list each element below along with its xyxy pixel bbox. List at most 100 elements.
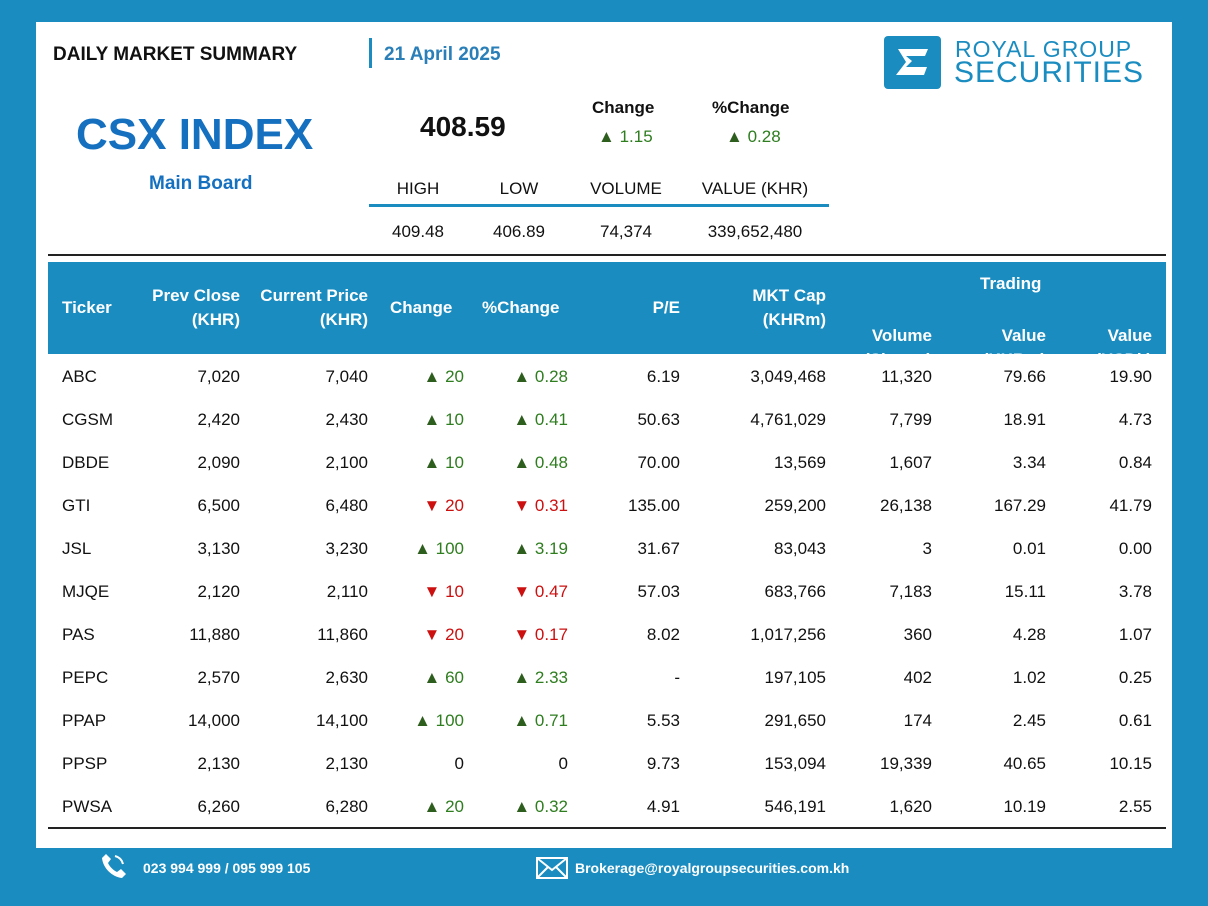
cell-current-price: 2,100 — [325, 453, 368, 472]
col-group-trading: Trading — [980, 274, 1042, 293]
cell-change-value: 20 — [445, 625, 464, 644]
cell-pct-change-value: 0.48 — [534, 453, 568, 472]
col-value-khr-line1: Value — [1001, 326, 1046, 345]
down-arrow-icon: ▼ — [423, 496, 446, 515]
cell-change: ▲ 10 — [424, 453, 464, 473]
cell-current-price: 2,430 — [325, 410, 368, 429]
cell-change-value: 10 — [445, 410, 464, 429]
cell-pct-change-value: 0.17 — [534, 625, 568, 644]
logo-text-securities: SECURITIES — [954, 56, 1145, 89]
cell-volume: 174 — [903, 711, 932, 730]
cell-prev-close: 7,020 — [197, 367, 240, 386]
col-value-usd: Value (USDk) — [1095, 324, 1152, 372]
cell-prev-close: 2,570 — [197, 668, 240, 687]
cell-current-price: 2,630 — [325, 668, 368, 687]
cell-pct-change: ▲ 0.71 — [513, 711, 568, 731]
report-title: DAILY MARKET SUMMARY — [53, 44, 298, 65]
table-row: PAS 11,880 11,860 ▼ 20 ▼ 0.17 8.02 1,017… — [48, 614, 1166, 657]
cell-pct-change-value: 0.28 — [534, 367, 568, 386]
cell-value-usd: 0.84 — [1118, 453, 1152, 472]
cell-current-price: 6,480 — [325, 496, 368, 515]
stat-header-high: HIGH — [396, 179, 440, 198]
cell-volume: 1,607 — [889, 453, 932, 472]
cell-change: ▲ 100 — [414, 539, 464, 559]
footer-phone: 023 994 999 / 095 999 105 — [143, 860, 311, 876]
up-arrow-icon: ▲ — [423, 453, 446, 472]
cell-value-usd: 10.15 — [1109, 754, 1152, 773]
up-arrow-icon: ▲ — [513, 668, 535, 687]
cell-mkt-cap: 4,761,029 — [750, 410, 826, 429]
cell-mkt-cap: 683,766 — [764, 582, 826, 601]
cell-value-khr: 2.45 — [1012, 711, 1046, 730]
down-arrow-icon: ▼ — [513, 496, 535, 515]
cell-pe: 57.03 — [637, 582, 680, 601]
cell-change: ▲ 60 — [424, 668, 464, 688]
cell-ticker: JSL — [62, 539, 92, 558]
cell-volume: 402 — [903, 668, 932, 687]
col-prev-close: Prev Close (KHR) — [152, 284, 240, 332]
cell-pe: 70.00 — [637, 453, 680, 472]
cell-current-price: 14,100 — [316, 711, 368, 730]
cell-ticker: PPAP — [62, 711, 107, 730]
cell-mkt-cap: 546,191 — [764, 797, 826, 816]
cell-pct-change-value: 0.31 — [534, 496, 568, 515]
cell-pct-change: ▲ 0.48 — [513, 453, 568, 473]
cell-pe: 135.00 — [628, 496, 680, 515]
table-row: PWSA 6,260 6,280 ▲ 20 ▲ 0.32 4.91 546,19… — [48, 786, 1166, 829]
up-arrow-icon: ▲ — [414, 539, 436, 558]
cell-change: ▼ 10 — [424, 582, 464, 602]
col-value-usd-line1: Value — [1107, 326, 1152, 345]
cell-change-value: 10 — [445, 582, 464, 601]
col-prev-close-line1: Prev Close — [152, 286, 240, 305]
up-arrow-icon: ▲ — [414, 711, 436, 730]
cell-value-khr: 18.91 — [1003, 410, 1046, 429]
cell-value-usd: 3.78 — [1118, 582, 1152, 601]
stat-header-volume: VOLUME — [590, 179, 662, 198]
table-row: ABC 7,020 7,040 ▲ 20 ▲ 0.28 6.19 3,049,4… — [48, 356, 1166, 399]
up-arrow-icon: ▲ — [513, 539, 535, 558]
cell-value-khr: 79.66 — [1003, 367, 1046, 386]
col-mkt-cap-line1: MKT Cap — [752, 286, 826, 305]
col-change: Change — [390, 298, 453, 317]
cell-prev-close: 14,000 — [188, 711, 240, 730]
mail-icon — [536, 857, 568, 884]
cell-current-price: 7,040 — [325, 367, 368, 386]
cell-mkt-cap: 153,094 — [764, 754, 826, 773]
cell-change-value: 0 — [454, 754, 464, 773]
footer-email[interactable]: Brokerage@royalgroupsecurities.com.kh — [575, 860, 850, 876]
cell-mkt-cap: 291,650 — [764, 711, 826, 730]
cell-pe: 5.53 — [646, 711, 680, 730]
cell-value-usd: 2.55 — [1118, 797, 1152, 816]
cell-current-price: 2,110 — [326, 582, 368, 601]
up-arrow-icon: ▲ — [513, 367, 535, 386]
cell-change-value: 20 — [445, 367, 464, 386]
down-arrow-icon: ▼ — [423, 582, 446, 601]
down-arrow-icon: ▼ — [513, 625, 535, 644]
cell-change: ▼ 20 — [424, 496, 464, 516]
down-arrow-icon: ▼ — [423, 625, 446, 644]
cell-ticker: MJQE — [62, 582, 110, 601]
cell-change-value: 20 — [445, 797, 464, 816]
cell-pe: 50.63 — [637, 410, 680, 429]
cell-pe: 4.91 — [646, 797, 680, 816]
cell-pct-change: ▲ 0.32 — [513, 797, 568, 817]
summary-card: DAILY MARKET SUMMARY 21 April 2025 ROYAL… — [36, 22, 1172, 848]
cell-change: ▼ 20 — [424, 625, 464, 645]
cell-value-khr: 40.65 — [1003, 754, 1046, 773]
cell-change: ▲ 20 — [424, 367, 464, 387]
table-row: PPSP 2,130 2,130 0 0 9.73 153,094 19,339… — [48, 743, 1166, 786]
col-volume: Volume (Shares) — [864, 324, 932, 372]
cell-value-usd: 19.90 — [1109, 367, 1152, 386]
cell-volume: 1,620 — [889, 797, 932, 816]
down-arrow-icon: ▼ — [513, 582, 535, 601]
stat-volume: 74,374 — [600, 222, 652, 241]
cell-value-khr: 4.28 — [1012, 625, 1046, 644]
cell-change-value: 100 — [435, 539, 464, 558]
col-ticker: Ticker — [62, 298, 112, 317]
cell-value-usd: 4.73 — [1118, 410, 1152, 429]
up-arrow-icon: ▲ — [423, 668, 446, 687]
cell-mkt-cap: 1,017,256 — [750, 625, 826, 644]
cell-current-price: 2,130 — [325, 754, 368, 773]
cell-ticker: PPSP — [62, 754, 108, 773]
phone-icon — [100, 852, 128, 885]
